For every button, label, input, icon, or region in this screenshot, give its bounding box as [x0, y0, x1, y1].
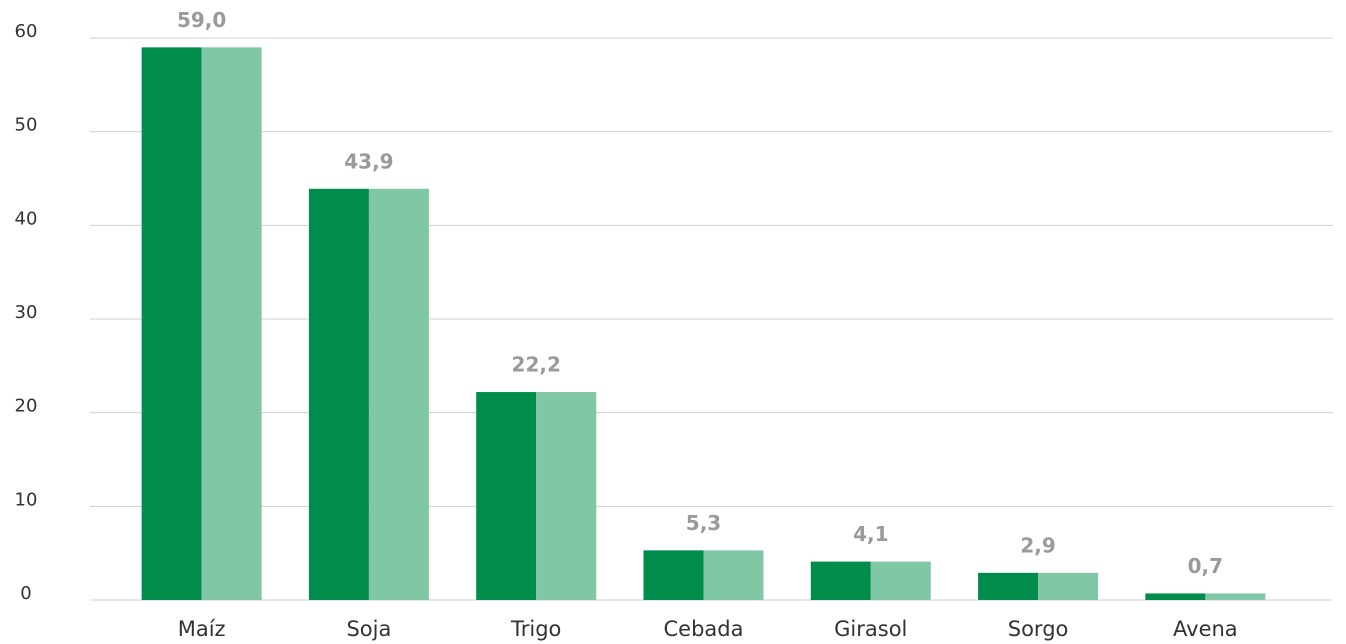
y-tick-label: 40 [15, 208, 38, 229]
bar [1038, 572, 1099, 600]
x-tick-label: Maíz [178, 617, 226, 641]
bar [643, 550, 704, 600]
x-tick-label: Sorgo [1008, 617, 1069, 641]
bar [476, 392, 537, 600]
bar [201, 47, 262, 601]
data-label: 43,9 [344, 149, 393, 173]
x-tick-label: Cebada [664, 617, 744, 641]
y-tick-label: 60 [15, 21, 38, 42]
bar [368, 188, 429, 600]
y-tick-label: 10 [15, 489, 38, 510]
x-tick-label: Avena [1173, 617, 1238, 641]
bar [1205, 593, 1266, 600]
bar [810, 561, 871, 600]
y-tick-label: 20 [15, 396, 38, 417]
bar [308, 188, 369, 600]
y-tick-label: 50 [15, 115, 38, 136]
bar [870, 561, 931, 600]
x-tick-label: Soja [346, 617, 391, 641]
y-tick-label: 0 [20, 583, 31, 604]
bar [1145, 593, 1206, 600]
data-label: 4,1 [853, 522, 888, 546]
data-label: 2,9 [1020, 533, 1055, 557]
bar [536, 392, 597, 600]
y-tick-label: 30 [15, 302, 38, 323]
data-label: 22,2 [512, 353, 561, 377]
x-tick-label: Trigo [510, 617, 561, 641]
bar [978, 572, 1039, 600]
x-tick-label: Girasol [834, 617, 907, 641]
data-label: 59,0 [177, 8, 226, 32]
bar [703, 550, 764, 600]
data-label: 0,7 [1188, 554, 1223, 578]
bar [141, 47, 202, 601]
data-label: 5,3 [686, 511, 721, 535]
